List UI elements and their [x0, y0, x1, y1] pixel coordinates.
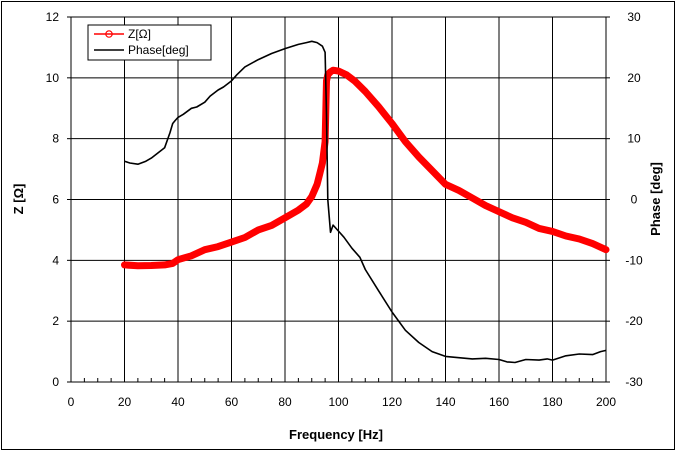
- x-tick-label: 180: [542, 395, 562, 409]
- x-tick-label: 120: [382, 395, 402, 409]
- z-data-point: [362, 88, 369, 95]
- z-data-point: [429, 167, 436, 174]
- z-data-point: [576, 235, 583, 243]
- y2-tick-label: 10: [627, 132, 641, 146]
- y-axis-title: Z [Ω]: [11, 184, 26, 215]
- x-tick-label: 200: [596, 395, 616, 409]
- y-tick-label: 2: [52, 314, 59, 328]
- y2-tick-labels: -30 -20 -10 0 10 20 30: [625, 10, 643, 389]
- z-data-point: [455, 187, 462, 194]
- z-data-point: [308, 193, 315, 200]
- z-data-point: [326, 70, 333, 77]
- tick-marks: [67, 16, 610, 383]
- z-data-point: [316, 170, 323, 177]
- z-data-point: [169, 260, 176, 267]
- legend: Z[Ω] Phase[deg]: [87, 24, 212, 61]
- legend-marker-z: [105, 30, 113, 38]
- z-data-point: [188, 252, 195, 259]
- z-data-point: [314, 181, 321, 188]
- z-data-point: [335, 68, 342, 75]
- y2-axis-title: Phase [deg]: [648, 162, 663, 236]
- z-data-point: [562, 232, 570, 240]
- z-data-point: [134, 262, 141, 269]
- z-data-point: [268, 222, 275, 229]
- z-data-point: [241, 234, 248, 241]
- z-data-point: [174, 256, 182, 263]
- y2-tick-label: -20: [625, 314, 643, 328]
- z-data-point: [295, 207, 302, 214]
- z-data-point: [281, 214, 289, 221]
- z-data-point: [161, 261, 168, 268]
- x-tick-label: 0: [68, 395, 75, 409]
- z-data-point: [303, 201, 310, 208]
- z-data-point: [602, 246, 610, 253]
- z-data-point: [388, 120, 396, 127]
- z-data-point: [121, 261, 128, 268]
- y2-tick-label: -30: [625, 375, 643, 389]
- z-series-line: [121, 66, 610, 270]
- y-tick-labels: 0 2 4 6 8 10 12: [46, 10, 60, 389]
- z-data-point: [589, 240, 596, 247]
- z-data-point: [509, 214, 516, 221]
- y-tick-label: 10: [46, 71, 60, 85]
- z-data-point: [148, 262, 155, 269]
- y-tick-label: 8: [52, 132, 59, 146]
- z-data-point: [495, 208, 503, 215]
- x-tick-label: 80: [278, 395, 292, 409]
- x-axis-title: Frequency [Hz]: [289, 427, 383, 442]
- x-tick-label: 140: [435, 395, 455, 409]
- z-data-point: [351, 77, 358, 85]
- z-data-point: [319, 159, 326, 167]
- y-tick-label: 4: [52, 253, 59, 267]
- z-data-point: [215, 243, 222, 250]
- z-data-point: [522, 219, 529, 226]
- y2-tick-label: 20: [627, 71, 641, 85]
- x-tick-label: 100: [328, 395, 348, 409]
- z-data-point: [469, 194, 476, 202]
- series-layer: [121, 40, 610, 364]
- x-tick-label: 40: [171, 395, 185, 409]
- y2-tick-label: 30: [627, 10, 641, 24]
- z-data-point: [402, 138, 409, 145]
- z-data-point: [343, 71, 350, 78]
- x-tick-label: 20: [118, 395, 132, 409]
- y-tick-label: 12: [46, 10, 60, 24]
- y-tick-label: 6: [52, 193, 59, 207]
- z-data-point: [375, 103, 382, 110]
- z-data-point: [415, 153, 422, 160]
- legend-label-phase: Phase[deg]: [128, 43, 189, 57]
- x-tick-label: 60: [225, 395, 239, 409]
- z-data-point: [201, 246, 208, 253]
- z-data-point: [255, 226, 262, 233]
- y-tick-label: 0: [52, 375, 59, 389]
- y2-tick-label: -10: [625, 253, 643, 267]
- z-data-point: [228, 239, 235, 246]
- z-data-point: [482, 202, 489, 209]
- z-data-point: [442, 181, 449, 188]
- grid-lines: [71, 17, 606, 382]
- phase-series-line: [124, 40, 607, 364]
- z-data-point: [536, 225, 543, 232]
- legend-label-z: Z[Ω]: [128, 27, 151, 41]
- x-tick-label: 160: [489, 395, 509, 409]
- z-data-point: [549, 228, 556, 235]
- x-tick-labels: 0 20 40 60 80 100 120 140 160 180 200: [68, 395, 617, 409]
- y2-tick-label: 0: [631, 193, 638, 207]
